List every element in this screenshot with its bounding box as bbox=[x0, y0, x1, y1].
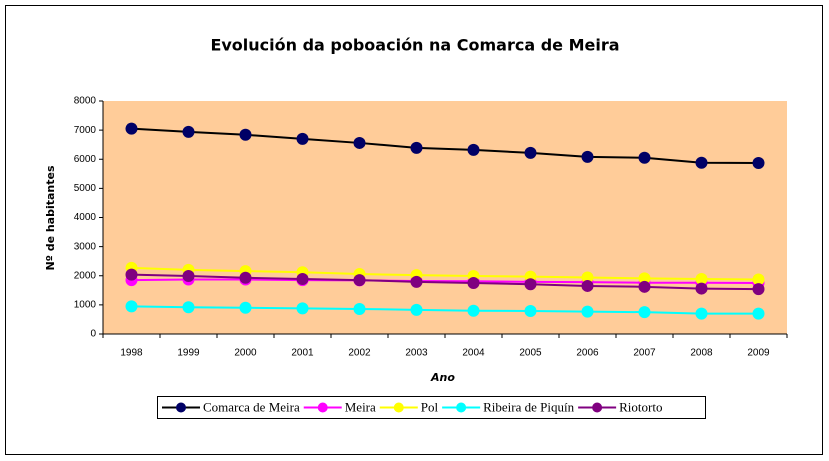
y-tick-label: 0 bbox=[90, 329, 96, 340]
data-point bbox=[524, 278, 537, 291]
data-point bbox=[752, 283, 765, 296]
legend-marker bbox=[176, 402, 186, 413]
series-line bbox=[131, 266, 759, 281]
y-tick-label: 6000 bbox=[74, 154, 97, 165]
y-tick-label: 8000 bbox=[74, 96, 97, 107]
data-point bbox=[182, 301, 195, 314]
series-line bbox=[131, 305, 759, 315]
legend bbox=[157, 396, 706, 419]
data-point bbox=[752, 273, 765, 286]
data-point bbox=[524, 304, 537, 317]
legend-label: Comarca de Meira bbox=[203, 399, 300, 414]
data-point bbox=[125, 268, 138, 281]
data-point bbox=[239, 271, 252, 284]
data-point bbox=[695, 272, 708, 285]
data-point bbox=[410, 141, 423, 154]
y-tick-label: 5000 bbox=[74, 183, 97, 194]
legend-label: Pol bbox=[421, 399, 439, 414]
data-point bbox=[182, 125, 195, 138]
data-point bbox=[182, 270, 195, 283]
x-axis-label: Ano bbox=[430, 371, 455, 384]
x-tick-label: 2001 bbox=[291, 348, 314, 359]
data-point bbox=[410, 275, 423, 288]
data-point bbox=[125, 122, 138, 135]
legend-marker bbox=[393, 402, 404, 413]
data-point bbox=[638, 151, 651, 164]
legend-label: Ribeira de Piquín bbox=[483, 399, 574, 414]
y-tick-label: 3000 bbox=[74, 241, 97, 252]
data-point bbox=[353, 136, 366, 149]
data-point bbox=[410, 303, 423, 316]
x-tick-label: 2002 bbox=[348, 348, 371, 359]
legend-label: Meira bbox=[345, 399, 376, 414]
data-point bbox=[638, 306, 651, 319]
x-tick-label: 2003 bbox=[405, 348, 428, 359]
data-point bbox=[695, 156, 708, 169]
series-line bbox=[131, 273, 759, 291]
x-tick-label: 2006 bbox=[576, 348, 599, 359]
series-line bbox=[131, 278, 759, 285]
data-point bbox=[467, 143, 480, 156]
y-tick-label: 7000 bbox=[74, 125, 97, 136]
chart-title: Evolución da poboación na Comarca de Mei… bbox=[210, 36, 619, 55]
data-point bbox=[296, 272, 309, 285]
data-point bbox=[638, 280, 651, 293]
x-tick-label: 2007 bbox=[633, 348, 656, 359]
data-point bbox=[296, 302, 309, 315]
x-tick-label: 2005 bbox=[519, 348, 542, 359]
data-point bbox=[581, 271, 594, 284]
data-point bbox=[638, 272, 651, 285]
data-point bbox=[296, 132, 309, 145]
legend-marker bbox=[592, 402, 603, 413]
y-tick-label: 4000 bbox=[74, 212, 97, 223]
plot-area bbox=[103, 101, 787, 334]
data-point bbox=[467, 277, 480, 290]
y-tick-label: 1000 bbox=[74, 300, 97, 311]
x-tick-label: 2004 bbox=[462, 348, 485, 359]
data-point bbox=[353, 302, 366, 315]
x-tick-label: 2008 bbox=[690, 348, 713, 359]
x-tick-label: 1999 bbox=[177, 348, 200, 359]
x-tick-label: 2000 bbox=[234, 348, 257, 359]
data-point bbox=[581, 279, 594, 292]
data-point bbox=[125, 300, 138, 313]
legend-label: Riotorto bbox=[619, 399, 662, 414]
y-tick-label: 2000 bbox=[74, 270, 97, 281]
x-tick-label: 2009 bbox=[747, 348, 770, 359]
data-point bbox=[581, 150, 594, 163]
data-point bbox=[467, 304, 480, 317]
data-point bbox=[752, 157, 765, 170]
data-point bbox=[239, 301, 252, 314]
data-point bbox=[695, 307, 708, 320]
data-point bbox=[524, 146, 537, 159]
data-point bbox=[581, 305, 594, 318]
legend-marker bbox=[456, 402, 467, 413]
x-tick-label: 1998 bbox=[120, 348, 143, 359]
data-point bbox=[353, 274, 366, 287]
data-point bbox=[695, 282, 708, 295]
legend-marker bbox=[317, 402, 328, 413]
data-point bbox=[752, 307, 765, 320]
data-point bbox=[239, 128, 252, 141]
y-axis-label: Nº de habitantes bbox=[44, 165, 57, 271]
series-line bbox=[131, 127, 759, 165]
